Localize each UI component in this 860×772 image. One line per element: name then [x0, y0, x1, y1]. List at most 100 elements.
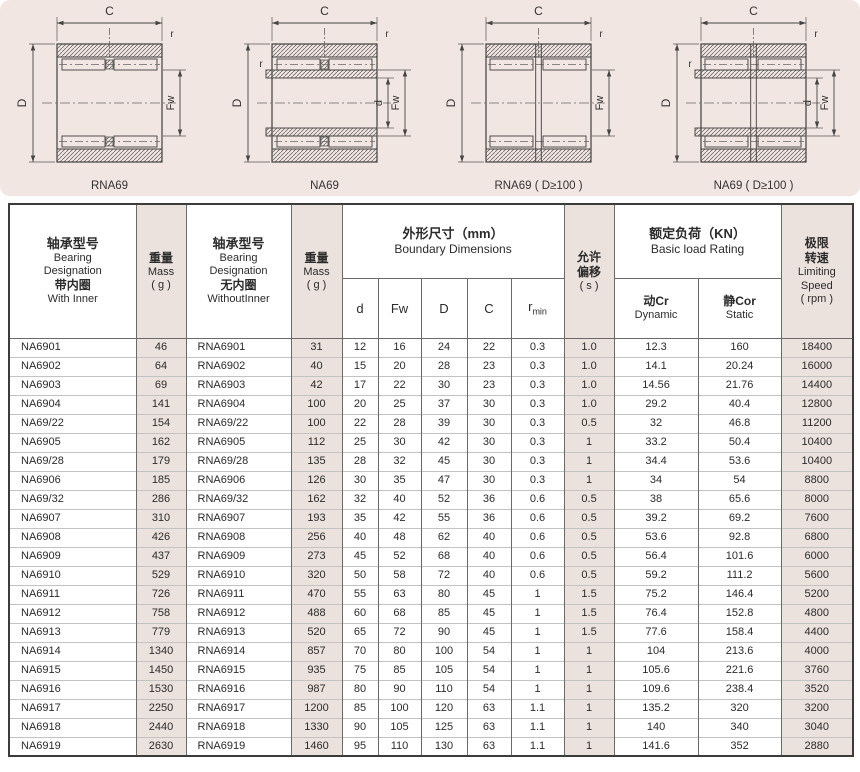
cell-na-designation: NA6906	[8, 470, 137, 490]
cell-d-outer: 130	[420, 736, 468, 756]
cell-s: 1.5	[563, 622, 615, 642]
cell-d-outer: 100	[420, 641, 468, 661]
header-text: Bearing	[53, 252, 92, 265]
diagram-caption: NA69 ( D≥100 )	[713, 180, 793, 192]
diagram-caption: NA69	[310, 180, 339, 192]
cell-rmin: 0.6	[510, 546, 565, 566]
cell-d-outer: 39	[420, 413, 468, 433]
cell-limiting-speed: 2880	[780, 736, 854, 756]
table-row: NA6903 69 RNA6903 42 17 22 30 23 0.3 1.0 14.56 21.7…	[8, 375, 854, 395]
cell-limiting-speed: 8800	[780, 470, 854, 490]
cell-cor-static: 69.2	[697, 508, 782, 528]
cell-na-designation: NA6912	[8, 603, 137, 623]
cell-fw: 105	[377, 717, 422, 737]
header-text: Boundary Dimensions	[394, 242, 512, 257]
cell-mass-with: 2630	[135, 736, 187, 756]
cell-fw: 63	[377, 584, 422, 604]
cell-mass-without: 987	[290, 679, 343, 699]
cell-s: 1	[563, 717, 615, 737]
cell-rmin: 0.6	[510, 565, 565, 585]
cell-d: 22	[341, 413, 379, 433]
cell-cor-static: 53.6	[697, 451, 782, 471]
cell-na-designation: NA6909	[8, 546, 137, 566]
header-text: 额定负荷（KN）	[649, 225, 746, 241]
dim-label-r: r	[385, 29, 389, 40]
cell-cr-dynamic: 29.2	[613, 394, 699, 414]
cell-c: 30	[466, 394, 512, 414]
table-row: NA6907 310 RNA6907 193 35 42 55 36 0.6 0.5 39.2 69.…	[8, 508, 854, 528]
cell-cr-dynamic: 141.6	[613, 736, 699, 756]
cell-c: 45	[466, 603, 512, 623]
dim-label-fw: Fw	[390, 96, 402, 111]
header-text: 外形尺寸（mm）	[402, 225, 504, 241]
cell-fw: 48	[377, 527, 422, 547]
header-text: Mass	[303, 265, 330, 278]
table-row: NA6912 758 RNA6912 488 60 68 85 45 1 1.5 76.4 152.8…	[8, 603, 854, 623]
cell-c: 36	[466, 508, 512, 528]
dim-label-bore-d: d	[802, 100, 814, 106]
cell-mass-without: 42	[290, 375, 343, 395]
cell-na-designation: NA6916	[8, 679, 137, 699]
cell-rmin: 0.3	[510, 375, 565, 395]
cell-d: 40	[341, 527, 379, 547]
cell-mass-without: 470	[290, 584, 343, 604]
cell-cr-dynamic: 140	[613, 717, 699, 737]
cell-s: 1.0	[563, 375, 615, 395]
cell-s: 0.5	[563, 546, 615, 566]
cell-d: 32	[341, 489, 379, 509]
table-row: NA69/32 286 RNA69/32 162 32 40 52 36 0.6 0.5 38 65.…	[8, 489, 854, 509]
dim-label-r: r	[814, 29, 818, 40]
cell-c: 40	[466, 546, 512, 566]
header-d: d	[341, 278, 379, 339]
cell-rna-designation: RNA6916	[185, 679, 292, 699]
header-text: Bearing	[219, 252, 258, 265]
cell-cr-dynamic: 12.3	[613, 337, 699, 357]
cell-d: 95	[341, 736, 379, 756]
diagram-na69-d100: C Dr d Fw r NA69 ( D≥100 )	[659, 4, 840, 192]
header-text: Designation	[43, 265, 102, 278]
cell-fw: 100	[377, 698, 422, 718]
cell-d: 85	[341, 698, 379, 718]
cell-s: 0.5	[563, 489, 615, 509]
dim-label-fw: Fw	[594, 96, 606, 111]
cell-c: 36	[466, 489, 512, 509]
cell-s: 0.5	[563, 565, 615, 585]
cell-mass-without: 126	[290, 470, 343, 490]
header-text: Static	[725, 308, 754, 321]
table-row: NA6918 2440 RNA6918 1330 90 105 125 63 1.1 1 140 34…	[8, 717, 854, 737]
cell-fw: 35	[377, 470, 422, 490]
cell-d: 45	[341, 546, 379, 566]
cell-mass-with: 69	[135, 375, 187, 395]
cell-rna-designation: RNA69/28	[185, 451, 292, 471]
cell-na-designation: NA6902	[8, 356, 137, 376]
cell-c: 30	[466, 470, 512, 490]
cell-na-designation: NA6919	[8, 736, 137, 756]
cell-rna-designation: RNA6913	[185, 622, 292, 642]
cell-cr-dynamic: 75.2	[613, 584, 699, 604]
cell-rmin: 1.1	[510, 698, 565, 718]
header-allowable-offset: 允许 偏移 ( s )	[563, 204, 615, 339]
header-text: 动Cr	[643, 293, 669, 308]
cell-rmin: 0.6	[510, 489, 565, 509]
cell-limiting-speed: 3760	[780, 660, 854, 680]
cell-na-designation: NA6918	[8, 717, 137, 737]
cell-mass-with: 46	[135, 337, 187, 357]
header-text: ( g )	[151, 278, 171, 291]
header-text: Limiting	[797, 266, 836, 279]
cell-fw: 16	[377, 337, 422, 357]
cell-cr-dynamic: 33.2	[613, 432, 699, 452]
cell-s: 1.0	[563, 394, 615, 414]
cell-s: 1.0	[563, 356, 615, 376]
header-text: 轴承型号	[212, 235, 265, 251]
cell-c: 54	[466, 641, 512, 661]
table-row: NA69/22 154 RNA69/22 100 22 28 39 30 0.3 0.5 32 46.…	[8, 413, 854, 433]
cell-limiting-speed: 4400	[780, 622, 854, 642]
cell-limiting-speed: 16000	[780, 356, 854, 376]
cell-limiting-speed: 6800	[780, 527, 854, 547]
cell-d: 17	[341, 375, 379, 395]
cell-c: 63	[466, 717, 512, 737]
table-row: NA6911 726 RNA6911 470 55 63 80 45 1 1.5 75.2 146.4…	[8, 584, 854, 604]
cell-mass-without: 193	[290, 508, 343, 528]
cell-d-outer: 90	[420, 622, 468, 642]
cell-rna-designation: RNA6912	[185, 603, 292, 623]
